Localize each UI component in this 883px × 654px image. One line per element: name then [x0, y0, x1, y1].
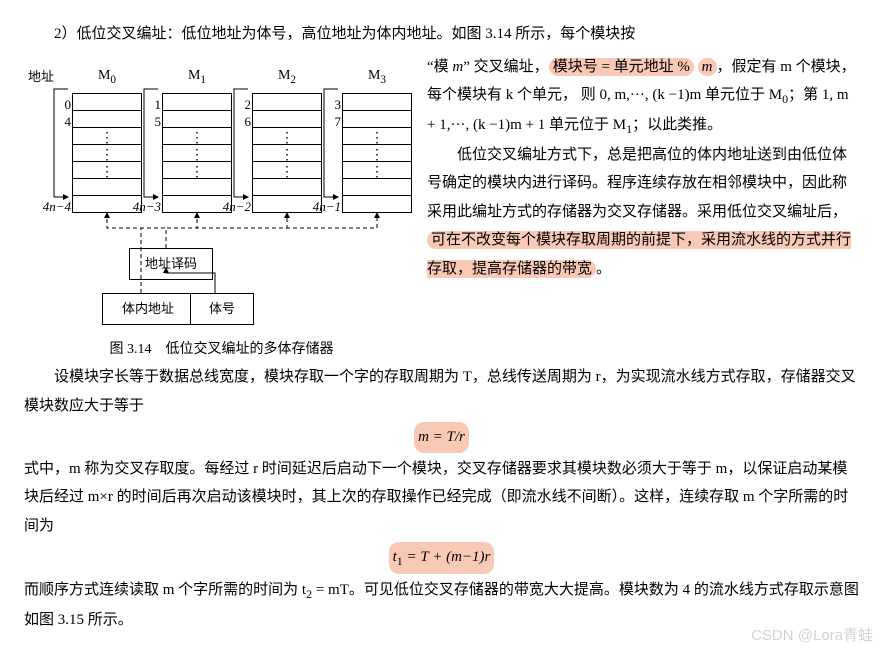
para-1: “模 m” 交叉编址，模块号 = 单元地址 % m，假定有 m 个模块，每个模块… [427, 53, 859, 141]
decoder-box: 地址译码 [129, 248, 213, 281]
memory-module: M3374n−1 [342, 63, 412, 213]
item-number: 2） [54, 26, 77, 42]
module-cells: 044n−4 [72, 93, 142, 213]
txt: ；以此类推。 [632, 117, 722, 133]
module-cells: 374n−1 [342, 93, 412, 213]
memory-module: M2264n−2 [252, 63, 322, 213]
body-addr-box: 体内地址 [102, 293, 194, 326]
diagram: 地址 地址译码 体内地址 体号 [24, 53, 419, 333]
para-3: 设模块字长等于数据总线宽度，模块存取一个字的存取周期为 T，总线传送周期为 r，… [24, 363, 859, 420]
module-label: M1 [162, 63, 232, 91]
txt: 。 [596, 261, 611, 277]
figure-3-14: 地址 地址译码 体内地址 体号 [24, 53, 419, 364]
highlight-pipeline: 可在不改变每个模块存取周期的前提下，采用流水线的方式并行存取，提高存储器的带宽 [427, 231, 851, 278]
formula-1: m = T/r [24, 422, 859, 453]
heading-text: 低位交叉编址：低位地址为体号，高位地址为体内地址。如图 3.14 所示，每个模块… [77, 26, 636, 42]
formula-2: t1 = T + (m−1)r [24, 542, 859, 574]
module-label: M2 [252, 63, 322, 91]
module-label: M3 [342, 63, 412, 91]
module-cells: 264n−2 [252, 93, 322, 213]
body-num-box: 体号 [190, 293, 254, 326]
para-5: 而顺序方式连续读取 m 个字所需的时间为 t2 = mT。可见低位交叉存储器的带… [24, 576, 859, 634]
addr-label: 地址 [28, 65, 54, 90]
txt: 而顺序方式连续读取 m 个字所需的时间为 t [24, 582, 306, 598]
formula-2-text: t1 = T + (m−1)r [389, 542, 495, 574]
memory-module: M0044n−4 [72, 63, 142, 213]
watermark: CSDN @Lora青蛙 [751, 622, 873, 651]
txt: “模 [427, 59, 452, 75]
txt: 低位交叉编址方式下，总是把高位的体内地址送到由低位体号确定的模块内进行译码。程序… [427, 147, 847, 220]
section-heading: 2）低位交叉编址：低位地址为体号，高位地址为体内地址。如图 3.14 所示，每个… [24, 20, 859, 49]
highlight-formula-mod: 模块号 = 单元地址 % [549, 58, 694, 76]
formula-1-text: m = T/r [414, 422, 469, 453]
txt: 则 0, m,···, (k −1)m 单元位于 M [581, 87, 782, 103]
right-text-column: “模 m” 交叉编址，模块号 = 单元地址 % m，假定有 m 个模块，每个模块… [427, 53, 859, 284]
para-2: 低位交叉编址方式下，总是把高位的体内地址送到由低位体号确定的模块内进行译码。程序… [427, 141, 859, 284]
txt: ” 交叉编址， [463, 59, 548, 75]
txt: 1,···, (k −1)m + 1 单元位于 M [439, 117, 626, 133]
para-4: 式中，m 称为交叉存取度。每经过 r 时间延迟后启动下一个模块，交叉存储器要求其… [24, 455, 859, 541]
highlight-m: m [698, 58, 717, 76]
module-label: M0 [72, 63, 142, 91]
module-cells: 154n−3 [162, 93, 232, 213]
memory-module: M1154n−3 [162, 63, 232, 213]
figure-caption: 图 3.14 低位交叉编址的多体存储器 [24, 337, 419, 364]
